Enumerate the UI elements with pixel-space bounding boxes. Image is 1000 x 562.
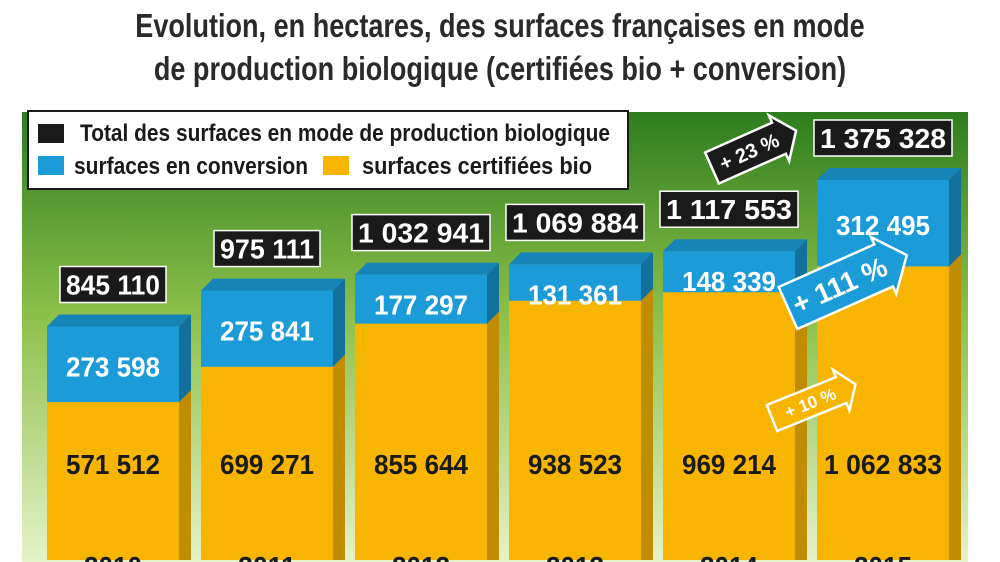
category-label-2010: 2010 xyxy=(84,551,142,562)
bar-conversion-2010 xyxy=(47,326,179,403)
legend-swatch-conversion xyxy=(38,156,64,175)
total-box-2014 xyxy=(659,190,799,228)
bar-side-conversion xyxy=(179,314,191,403)
total-label-2015: 1 375 328 xyxy=(820,123,946,154)
title-line-2: de production biologique (certifiées bio… xyxy=(153,50,847,87)
total-label-2013: 1 069 884 xyxy=(512,207,638,238)
bar-certified-2010 xyxy=(47,402,179,560)
total-box-2015 xyxy=(813,119,953,157)
total-box-2010 xyxy=(59,265,167,304)
arrow-total-growth-shape xyxy=(703,112,798,186)
bar-side-certified xyxy=(487,311,499,560)
bar-top-conversion xyxy=(509,252,653,265)
label-certified-2013: 938 523 xyxy=(528,449,622,480)
category-label-2011: 2011 xyxy=(238,551,296,562)
total-box-2012 xyxy=(351,213,491,252)
category-label-2012: 2012 xyxy=(392,551,450,562)
label-certified-2015: 1 062 833 xyxy=(824,449,942,480)
bar-side-certified xyxy=(949,254,961,560)
label-conversion-2011: 275 841 xyxy=(220,316,314,347)
bar-side-conversion xyxy=(641,252,653,301)
total-box-2011 xyxy=(213,229,321,268)
legend: Total des surfaces en mode de production… xyxy=(27,110,629,190)
category-label-2013: 2013 xyxy=(546,551,604,562)
label-certified-2011: 699 271 xyxy=(220,449,314,480)
legend-label-certified: surfaces certifiées bio xyxy=(362,153,592,180)
bar-side-certified xyxy=(179,390,191,560)
bar-certified-2015 xyxy=(817,266,949,560)
label-conversion-2010: 273 598 xyxy=(66,351,160,382)
arrow-conversion-growth-shape xyxy=(776,234,909,331)
bar-top-conversion xyxy=(355,262,499,275)
bar-side-conversion xyxy=(487,262,499,324)
bar-conversion-2014 xyxy=(663,251,795,293)
category-label-2015: 2015 xyxy=(854,551,912,562)
label-conversion-2012: 177 297 xyxy=(374,290,468,321)
label-conversion-2013: 131 361 xyxy=(528,279,622,310)
label-certified-2012: 855 644 xyxy=(374,449,468,480)
bar-conversion-2013 xyxy=(509,264,641,301)
label-certified-2010: 571 512 xyxy=(66,449,160,480)
label-conversion-2014: 148 339 xyxy=(682,266,776,297)
total-label-2011: 975 111 xyxy=(220,234,314,265)
legend-swatch-total xyxy=(38,124,64,143)
bar-side-conversion xyxy=(949,168,961,267)
arrow-certified-growth-shape xyxy=(765,366,857,433)
legend-label-total: Total des surfaces en mode de production… xyxy=(80,120,610,147)
legend-label-conversion: surfaces en conversion xyxy=(74,153,308,180)
bar-conversion-2012 xyxy=(355,274,487,324)
total-label-2014: 1 117 553 xyxy=(666,194,792,225)
total-box-2013 xyxy=(505,203,645,242)
legend-box xyxy=(27,110,629,190)
bar-certified-2012 xyxy=(355,323,487,560)
bar-conversion-2011 xyxy=(201,290,333,367)
bar-certified-2014 xyxy=(663,292,795,560)
bar-certified-2013 xyxy=(509,300,641,560)
legend-swatch-certified xyxy=(323,156,349,175)
bar-certified-2011 xyxy=(201,366,333,560)
title-line-1: Evolution, en hectares, des surfaces fra… xyxy=(135,7,865,44)
total-label-2012: 1 032 941 xyxy=(358,218,484,249)
category-label-2014: 2014 xyxy=(700,551,758,562)
bar-top-conversion xyxy=(817,168,961,180)
chart-title: Evolution, en hectares, des surfaces fra… xyxy=(90,4,910,90)
label-conversion-2015: 312 495 xyxy=(836,210,930,241)
bar-side-certified xyxy=(641,288,653,560)
bar-top-conversion xyxy=(201,278,345,291)
bar-top-conversion xyxy=(663,239,807,252)
total-label-2010: 845 110 xyxy=(66,269,160,300)
bar-top-conversion xyxy=(47,314,191,327)
bar-side-conversion xyxy=(333,278,345,367)
bar-side-certified xyxy=(333,354,345,560)
label-certified-2014: 969 214 xyxy=(682,449,776,480)
